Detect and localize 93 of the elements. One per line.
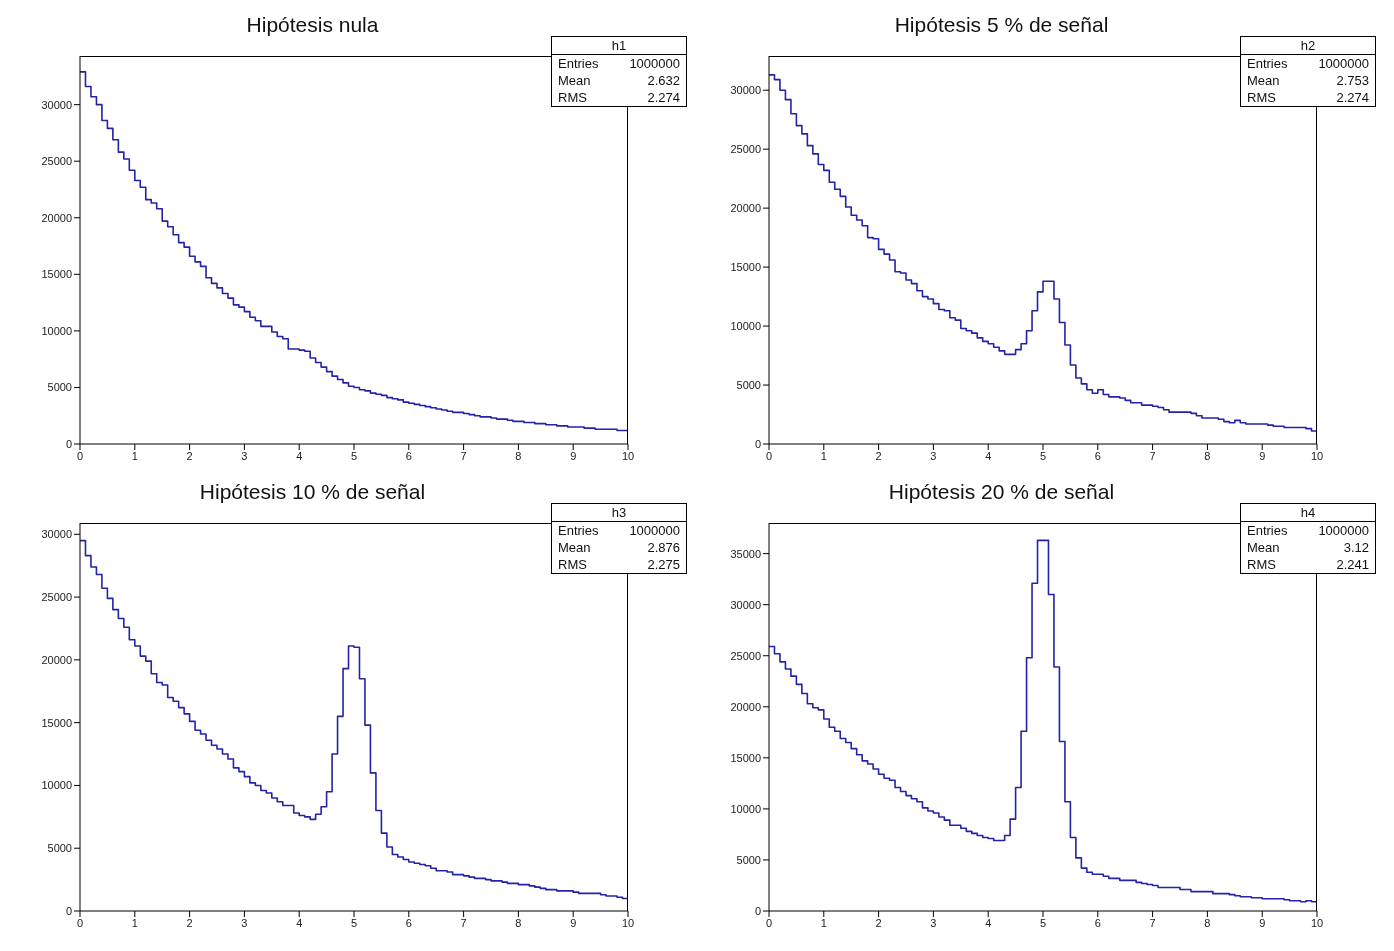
x-tick-label: 8 (515, 916, 522, 929)
x-tick-label: 7 (1149, 449, 1156, 462)
y-tick-label: 30000 (41, 98, 72, 111)
y-tick-label: 15000 (41, 716, 72, 729)
x-tick-label: 3 (930, 449, 937, 462)
y-tick-label: 5000 (736, 853, 761, 866)
text: Mean 2.753 (1247, 73, 1369, 88)
y-tick-label: 25000 (41, 155, 72, 168)
y-tick-label: 0 (754, 437, 761, 450)
text: RMS 2.275 (558, 557, 680, 572)
x-tick-label: 7 (1149, 916, 1156, 929)
y-tick-label: 0 (65, 437, 72, 450)
x-tick-label: 9 (570, 916, 577, 929)
y-tick-label: 20000 (41, 211, 72, 224)
x-tick-label: 5 (350, 916, 358, 929)
x-tick-label: 4 (296, 916, 303, 929)
x-tick-label: 4 (296, 449, 303, 462)
x-tick-label: 6 (405, 916, 412, 929)
x-tick-label: 7 (460, 916, 467, 929)
x-tick-label: 9 (1259, 449, 1266, 462)
y-tick-label: 10000 (730, 319, 761, 332)
y-tick-label: 15000 (730, 261, 761, 274)
y-tick-label: 5000 (47, 842, 72, 855)
x-tick-label: 10 (1310, 916, 1324, 929)
y-tick-label: 25000 (730, 143, 761, 156)
x-tick-label: 3 (241, 449, 248, 462)
x-tick-label: 2 (875, 916, 882, 929)
chart-title: Hipótesis 20 % de señal (888, 480, 1115, 503)
x-tick-label: 5 (350, 449, 358, 462)
chart-title: Hipótesis 5 % de señal (894, 13, 1109, 36)
text: h3 (552, 504, 686, 522)
x-tick-label: 6 (1094, 449, 1101, 462)
x-tick-label: 6 (1094, 916, 1101, 929)
x-tick-label: 0 (76, 449, 84, 462)
text: h1 (552, 37, 686, 55)
x-tick-label: 4 (985, 449, 992, 462)
x-tick-label: 2 (186, 449, 193, 462)
y-tick-label: 35000 (730, 547, 761, 560)
x-tick-label: 0 (765, 449, 773, 462)
x-tick-label: 10 (621, 916, 635, 929)
y-tick-label: 15000 (730, 751, 761, 764)
x-tick-label: 0 (76, 916, 84, 929)
x-tick-label: 2 (186, 916, 193, 929)
x-tick-label: 1 (820, 916, 827, 929)
y-tick-label: 5000 (736, 378, 761, 391)
text: Mean 3.12 (1247, 540, 1369, 555)
text: h4 (1241, 504, 1375, 522)
x-tick-label: 9 (1259, 916, 1266, 929)
chart-title: Hipótesis 10 % de señal (199, 480, 426, 503)
y-tick-label: 30000 (730, 84, 761, 97)
y-tick-label: 10000 (730, 802, 761, 815)
text: Mean 2.632 (558, 73, 680, 88)
x-tick-label: 10 (1310, 449, 1324, 462)
x-tick-label: 8 (1204, 916, 1211, 929)
text: RMS 2.274 (558, 90, 680, 105)
y-tick-label: 20000 (730, 202, 761, 215)
y-tick-label: 25000 (730, 649, 761, 662)
x-tick-label: 8 (515, 449, 522, 462)
x-tick-label: 8 (1204, 449, 1211, 462)
text: h2 (1241, 37, 1375, 55)
x-tick-label: 2 (875, 449, 882, 462)
y-tick-label: 30000 (41, 528, 72, 541)
y-tick-label: 10000 (41, 324, 72, 337)
text: Entries 1000000 (558, 56, 680, 71)
x-tick-label: 1 (131, 449, 138, 462)
text: RMS 2.241 (1247, 557, 1369, 572)
x-tick-label: 9 (570, 449, 577, 462)
chart-title: Hipótesis nula (246, 13, 379, 36)
text: Entries 1000000 (1247, 523, 1369, 538)
x-tick-label: 5 (1039, 916, 1047, 929)
y-tick-label: 5000 (47, 381, 72, 394)
y-tick-label: 20000 (41, 653, 72, 666)
x-tick-label: 10 (621, 449, 635, 462)
x-tick-label: 6 (405, 449, 412, 462)
y-tick-label: 15000 (41, 268, 72, 281)
x-tick-label: 3 (930, 916, 937, 929)
text: Entries 1000000 (1247, 56, 1369, 71)
x-tick-label: 5 (1039, 449, 1047, 462)
text: Entries 1000000 (558, 523, 680, 538)
text: Mean 2.876 (558, 540, 680, 555)
x-tick-label: 1 (131, 916, 138, 929)
y-tick-label: 0 (754, 904, 761, 917)
x-tick-label: 7 (460, 449, 467, 462)
y-tick-label: 20000 (730, 700, 761, 713)
text: RMS 2.274 (1247, 90, 1369, 105)
y-tick-label: 30000 (730, 598, 761, 611)
x-tick-label: 1 (820, 449, 827, 462)
y-tick-label: 25000 (41, 590, 72, 603)
x-tick-label: 0 (765, 916, 773, 929)
x-tick-label: 4 (985, 916, 992, 929)
y-tick-label: 0 (65, 904, 72, 917)
x-tick-label: 3 (241, 916, 248, 929)
y-tick-label: 10000 (41, 779, 72, 792)
